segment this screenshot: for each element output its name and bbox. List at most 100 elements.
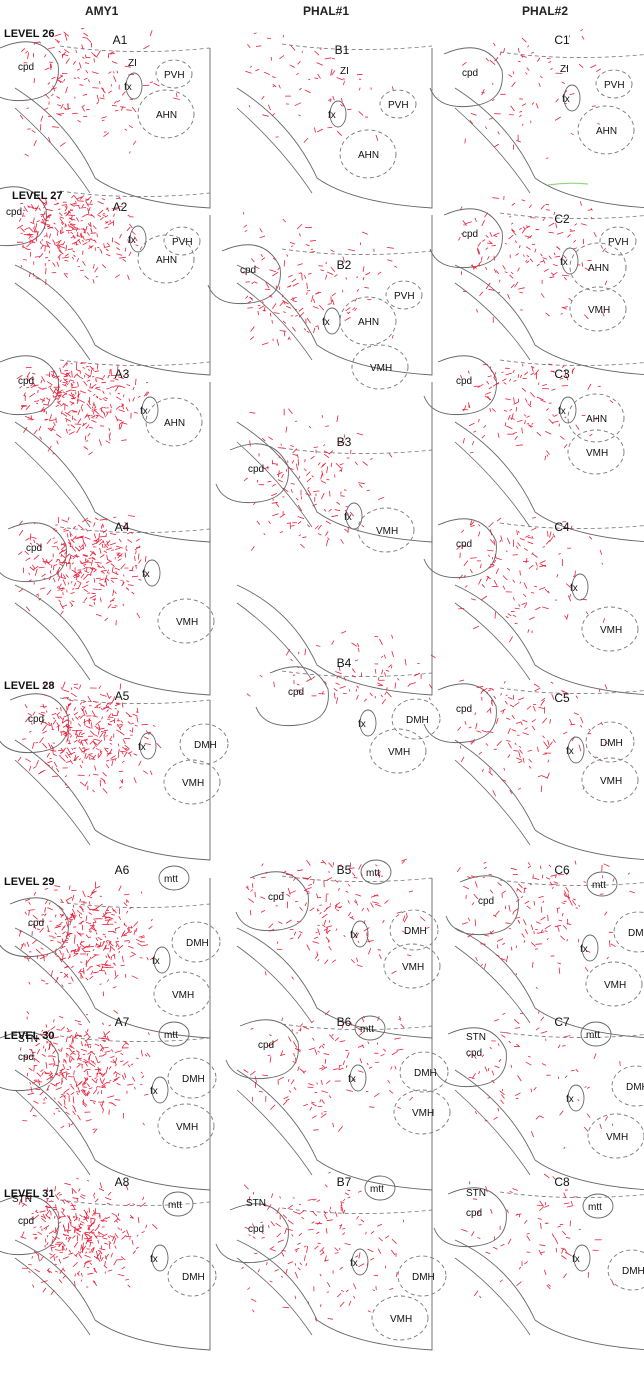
fiber-mark xyxy=(118,916,122,920)
fiber-mark xyxy=(113,953,116,959)
fiber-mark xyxy=(49,570,52,574)
fiber-mark xyxy=(26,1010,30,1015)
fiber-mark xyxy=(461,922,468,925)
fiber-mark xyxy=(120,405,123,408)
fiber-mark xyxy=(68,1236,71,1240)
fiber-mark xyxy=(543,1269,547,1276)
fiber-mark xyxy=(553,252,556,256)
fiber-mark xyxy=(132,727,134,733)
fiber-mark xyxy=(107,1095,115,1098)
fiber-mark xyxy=(519,374,523,379)
fiber-mark xyxy=(61,719,68,724)
fiber-mark xyxy=(57,1101,63,1106)
fiber-mark xyxy=(105,1066,109,1074)
fiber-mark xyxy=(83,719,89,724)
fiber-mark xyxy=(119,683,122,690)
fiber-mark xyxy=(540,564,547,567)
mtt-boundary xyxy=(360,859,392,885)
fiber-mark xyxy=(43,107,49,111)
fiber-mark xyxy=(506,717,511,720)
fiber-mark xyxy=(65,1237,67,1240)
fiber-mark xyxy=(567,595,572,602)
fiber-mark xyxy=(88,753,93,755)
fiber-mark xyxy=(32,1080,38,1084)
fiber-mark xyxy=(91,376,95,378)
fiber-mark xyxy=(24,153,29,157)
fiber-mark xyxy=(93,1218,96,1225)
fiber-mark xyxy=(82,554,88,556)
fiber-mark xyxy=(123,394,125,398)
fiber-mark xyxy=(340,104,343,107)
fiber-mark xyxy=(524,1261,528,1265)
fiber-mark xyxy=(123,751,128,758)
fiber-mark xyxy=(269,1056,272,1063)
fiber-mark xyxy=(138,559,142,564)
fiber-mark xyxy=(326,271,334,275)
fiber-mark xyxy=(394,682,397,689)
fiber-mark xyxy=(307,1301,310,1304)
fiber-mark xyxy=(252,1223,255,1227)
fiber-mark xyxy=(76,1091,80,1093)
fiber-mark xyxy=(280,1275,284,1278)
fiber-mark xyxy=(312,676,316,679)
fiber-mark xyxy=(104,543,109,549)
fiber-mark xyxy=(243,1069,249,1073)
fiber-mark xyxy=(97,1223,101,1227)
fiber-mark xyxy=(129,906,132,909)
fiber-mark xyxy=(547,759,550,763)
fiber-mark xyxy=(68,556,71,563)
fiber-mark xyxy=(46,242,49,247)
panel-id-label: B4 xyxy=(337,656,352,670)
fiber-mark xyxy=(480,256,483,261)
fiber-mark xyxy=(485,286,488,290)
fiber-mark xyxy=(74,537,79,540)
fiber-mark xyxy=(56,722,60,727)
fiber-mark xyxy=(561,274,569,277)
fiber-mark xyxy=(328,862,333,868)
fiber-mark xyxy=(246,693,251,697)
fiber-mark xyxy=(280,443,282,446)
fiber-mark xyxy=(540,1223,542,1229)
fiber-mark xyxy=(71,950,78,952)
fiber-mark xyxy=(73,236,75,239)
fiber-mark xyxy=(264,971,267,976)
tract-outline xyxy=(236,1257,313,1336)
fiber-mark xyxy=(518,787,522,790)
fiber-mark xyxy=(51,76,56,80)
fiber-mark xyxy=(548,222,555,227)
fiber-mark xyxy=(55,388,61,394)
fiber-mark xyxy=(112,986,117,989)
region-label-vmh: VMH xyxy=(370,363,392,374)
fiber-mark xyxy=(40,115,44,122)
region-label-vmh: VMH xyxy=(412,1108,434,1119)
fiber-mark xyxy=(311,1101,315,1104)
fiber-mark xyxy=(101,1082,108,1087)
fiber-mark xyxy=(531,719,536,723)
fiber-mark xyxy=(545,540,551,545)
fiber-mark xyxy=(109,945,112,949)
fiber-mark xyxy=(153,82,160,87)
fiber-mark xyxy=(386,247,394,249)
fiber-mark xyxy=(79,731,82,734)
fiber-mark xyxy=(557,1044,561,1049)
panel-id-label: C1 xyxy=(554,33,570,47)
fiber-mark xyxy=(288,1036,292,1042)
fiber-mark xyxy=(57,243,63,246)
fiber-mark xyxy=(71,226,74,229)
fiber-mark xyxy=(574,860,577,865)
fiber-mark xyxy=(59,367,62,374)
fiber-mark xyxy=(62,241,66,246)
fiber-mark xyxy=(94,1077,97,1079)
fiber-mark xyxy=(71,1208,77,1210)
vmh-boundary xyxy=(393,1089,451,1135)
fiber-mark xyxy=(290,445,295,447)
fiber-mark xyxy=(526,423,530,425)
panel-id-label: B3 xyxy=(337,435,352,449)
fiber-mark xyxy=(319,904,322,906)
fiber-mark xyxy=(285,426,288,433)
fiber-mark xyxy=(575,424,580,430)
fiber-mark xyxy=(132,397,135,402)
fiber-mark xyxy=(520,54,524,58)
fiber-mark xyxy=(101,1233,108,1238)
